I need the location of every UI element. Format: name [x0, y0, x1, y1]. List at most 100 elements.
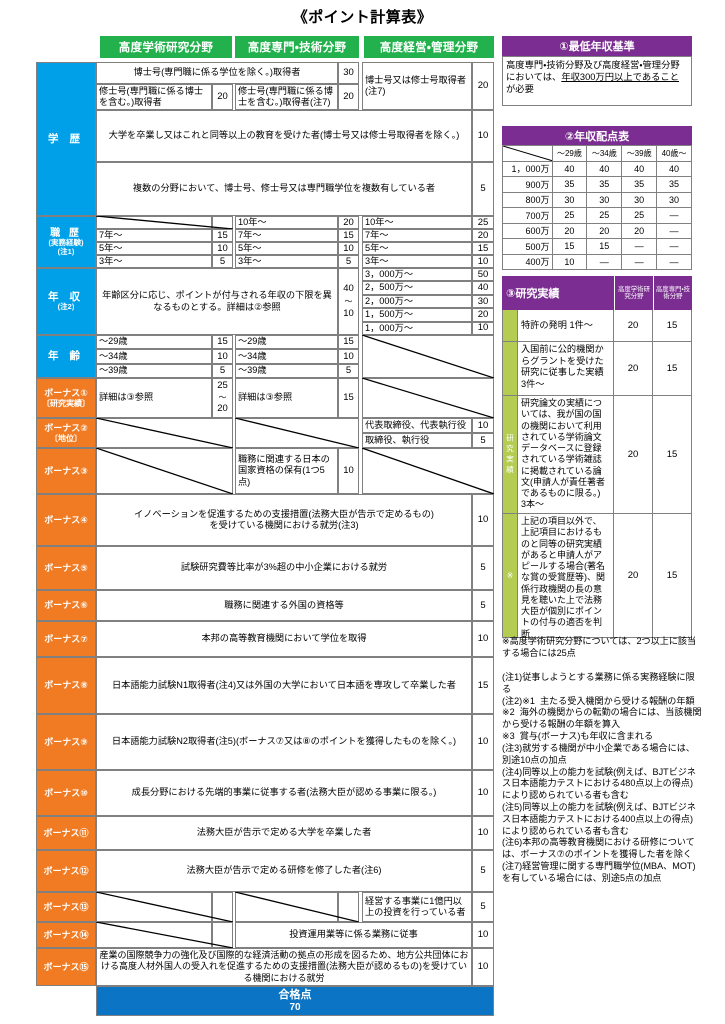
- education-master-academic-text: 修士号(専門職に係る博士を含む。)取得者: [96, 84, 212, 110]
- category-bonus15: ボーナス⑮: [36, 948, 96, 986]
- bonus8-text: 日本語能力試験N1取得者(注4)又は外国の大学において日本語を専攻して卒業した者: [96, 657, 472, 714]
- bonus13-academic-blank: [96, 892, 212, 922]
- education-university-text: 大学を卒業し又はこれと同等以上の教育を受けた者(博士号又は修士号取得者を除く。): [96, 110, 472, 162]
- age-academic-row-2-points: 5: [212, 363, 233, 378]
- age-academic-row-2-text: ～39歳: [96, 363, 212, 378]
- research-row-3-academic: 20: [613, 514, 652, 637]
- income-row-3-v2: 25: [621, 207, 658, 224]
- bonus1-academic-points-top: 25: [217, 380, 228, 392]
- income-row-1-label: 900万: [502, 176, 553, 193]
- bonus13-management-text: 経営する事業に1億円以上の投資を行っている者: [362, 892, 472, 922]
- panel3-research: ③研究実績 高度学術研究分野 高度専門・技術分野 特許の発明 1件～ 20 15…: [502, 276, 692, 639]
- bonus2-management-row-0-points: 10: [472, 418, 494, 433]
- career-specialist-row-1-text: 7年～: [235, 229, 338, 242]
- category-career: 職 歴 (実務経験) (注1): [36, 216, 96, 268]
- career-management-row-1-text: 7年～: [362, 229, 472, 242]
- research-row-1: 入国前に公的機関からグラントを受けた研究に従事した実績 3件～ 20 15: [502, 342, 692, 396]
- field-header-academic: 高度学術研究分野: [100, 36, 232, 58]
- bonus13-specialist-blank-points: [338, 892, 359, 922]
- career-academic-row-1-text: 5年～: [96, 242, 212, 255]
- education-university-points: 10: [472, 110, 494, 162]
- bonus14-academic-blank: [96, 922, 212, 948]
- panel1-body-post: が必要: [506, 84, 534, 95]
- age-specialist-row-0-points: 15: [338, 335, 359, 350]
- career-management-row-3-text: 3年～: [362, 255, 472, 268]
- income-row-4-v1: 20: [586, 222, 623, 239]
- panel1-body-pre: 高度専門・技術分野及び高度経営・管理分野においては、: [506, 60, 680, 83]
- career-specialist-row-2-points: 10: [338, 242, 359, 255]
- income-points-table-head: ～29歳 ～34歳 ～39歳 40歳～: [502, 145, 692, 162]
- category-bonus3: ボーナス③: [36, 448, 96, 494]
- panel1-heading: ①最低年収基準: [502, 36, 692, 56]
- category-bonus5: ボーナス⑤: [36, 546, 96, 590]
- income-management-row-2-points: 30: [472, 294, 494, 309]
- bonus2-academic-blank: [96, 418, 233, 448]
- income-row-0-v0: 40: [551, 160, 588, 177]
- income-row-2-v1: 30: [586, 191, 623, 208]
- income-row-2-v3: 30: [656, 191, 692, 208]
- bonus2-management-row-1-text: 取締役、執行役: [362, 433, 472, 448]
- bonus1-academic-points-tilde: 〜: [218, 392, 227, 402]
- panel3-col-specialist: 高度専門・技術分野: [653, 276, 692, 310]
- panel3-header: ③研究実績 高度学術研究分野 高度専門・技術分野: [502, 276, 692, 310]
- category-bonus6: ボーナス⑥: [36, 590, 96, 621]
- pass-score-value: 70: [289, 1001, 301, 1013]
- bonus1-specialist-text: 詳細は③参照: [235, 378, 338, 418]
- category-bonus12: ボーナス⑫: [36, 850, 96, 892]
- income-management-row-1-text: 2，500万～: [362, 281, 472, 295]
- research-vertical-label-achievements: 研究実績: [503, 396, 518, 513]
- career-specialist-row-1-points: 15: [338, 229, 359, 242]
- research-row-2-text: 研究論文の実績については、我が国の国の機関において利用されている学術論文データベ…: [521, 398, 605, 510]
- category-bonus11: ボーナス⑪: [36, 816, 96, 850]
- research-row-2-specialist: 15: [652, 396, 691, 513]
- education-multiple-points: 5: [472, 162, 494, 216]
- income-row-0-v1: 40: [586, 160, 623, 177]
- bonus7-text: 本邦の高等教育機関において学位を取得: [96, 621, 472, 657]
- table-row: 700万 25 25 25 —: [502, 207, 692, 224]
- bonus9-text: 日本語能力試験N2取得者(注5)(ボーナス⑦又は⑧のポイントを獲得したものを除く…: [96, 714, 472, 770]
- bonus6-points: 5: [472, 590, 494, 621]
- income-points-table: ～29歳 ～34歳 ～39歳 40歳～ 1，000万 40 40 40 40 9…: [502, 145, 692, 270]
- bonus2-specialist-blank: [235, 418, 359, 448]
- category-bonus14: ボーナス⑭: [36, 922, 96, 948]
- bonus1-academic-text: 詳細は③参照: [96, 378, 212, 418]
- income-row-4-v0: 20: [551, 222, 588, 239]
- category-education: 学 歴: [36, 62, 96, 216]
- career-management-row-1-points: 20: [472, 229, 494, 242]
- bonus3-management-blank: [362, 448, 494, 494]
- education-doctor-academic-points: 30: [338, 62, 359, 84]
- bonus15-text: 産業の国際競争力の強化及び国際的な経済活動の拠点の形成を図るため、地方公共団体に…: [96, 948, 472, 986]
- research-row-1-academic: 20: [613, 342, 652, 395]
- bonus15-points: 10: [472, 948, 494, 986]
- income-management-row-0-text: 3，000万～: [362, 268, 472, 282]
- income-points-col-4: 40歳～: [656, 145, 692, 162]
- bonus2-management-row-1-points: 5: [472, 433, 494, 448]
- income-row-5-v0: 15: [551, 238, 588, 255]
- research-row-2: 研究実績 研究論文の実績については、我が国の国の機関において利用されている学術論…: [502, 396, 692, 514]
- career-specialist-row-0-points: 20: [338, 216, 359, 229]
- career-specialist-row-3-text: 3年～: [235, 255, 338, 268]
- research-row-3-text: 上記の項目以外で、上記項目におけるものと同等の研究実績があると申請人がアピールす…: [521, 516, 605, 639]
- notes-block: (注1)従事しようとする業務に係る実務経験に限る (注2)※1 主たる受入機関か…: [502, 672, 702, 883]
- page-title: 《ポイント計算表》: [292, 9, 433, 26]
- table-header-row: ～29歳 ～34歳 ～39歳 40歳～: [502, 145, 692, 162]
- income-row-6-label: 400万: [502, 253, 553, 270]
- panel1-body: 高度専門・技術分野及び高度経営・管理分野においては、年収300万円以上であること…: [502, 56, 692, 106]
- career-management-row-0-text: 10年～: [362, 216, 472, 229]
- bonus12-points: 5: [472, 850, 494, 892]
- career-academic-row-0-text: 7年～: [96, 229, 212, 242]
- career-management-row-2-text: 5年～: [362, 242, 472, 255]
- research-row-0: 特許の発明 1件～ 20 15: [502, 310, 692, 342]
- income-shared-points: 40 〜 10: [338, 268, 359, 335]
- bonus5-points: 5: [472, 546, 494, 590]
- bonus13-specialist-blank: [235, 892, 338, 922]
- research-vertical-label-blank-0: [503, 310, 518, 341]
- category-bonus10: ボーナス⑩: [36, 770, 96, 816]
- bonus3-academic-blank: [96, 448, 233, 494]
- bonus4-text: イノベーションを促進するための支援措置(法務大臣が告示で定めるもの) を受けてい…: [96, 494, 472, 546]
- income-shared-text: 年齢区分に応じ、ポイントが付与される年収の下限を異なるものとする。詳細は②参照: [96, 268, 338, 335]
- category-bonus9: ボーナス⑨: [36, 714, 96, 770]
- income-row-6-v0: 10: [551, 253, 588, 270]
- income-points-col-1: ～29歳: [551, 145, 588, 162]
- income-row-3-v1: 25: [586, 207, 623, 224]
